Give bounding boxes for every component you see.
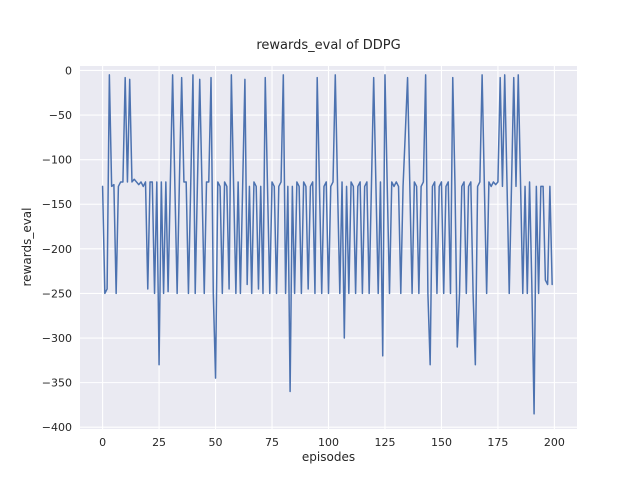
x-tick-label: 175 bbox=[487, 436, 508, 449]
y-tick-label: −250 bbox=[42, 287, 72, 300]
y-tick-label: −200 bbox=[42, 243, 72, 256]
y-tick-label: −50 bbox=[49, 109, 72, 122]
y-tick-label: 0 bbox=[65, 64, 72, 77]
series-line bbox=[101, 74, 553, 415]
x-tick-label: 100 bbox=[318, 436, 339, 449]
y-axis-label: rewards_eval bbox=[20, 207, 34, 287]
y-tick-label: −100 bbox=[42, 154, 72, 167]
x-tick-label: 0 bbox=[99, 436, 106, 449]
y-tick-label: −150 bbox=[42, 198, 72, 211]
y-tick-label: −300 bbox=[42, 332, 72, 345]
y-tick-label: −400 bbox=[42, 421, 72, 434]
x-tick-label: 200 bbox=[544, 436, 565, 449]
x-tick-label: 75 bbox=[265, 436, 279, 449]
x-axis-label: episodes bbox=[301, 450, 356, 464]
x-tick-label: 125 bbox=[374, 436, 395, 449]
x-tick-label: 150 bbox=[431, 436, 452, 449]
chart-title: rewards_eval of DDPG bbox=[256, 38, 401, 53]
y-tick-label: −350 bbox=[42, 377, 72, 390]
x-tick-label: 25 bbox=[152, 436, 166, 449]
x-tick-label: 50 bbox=[209, 436, 223, 449]
